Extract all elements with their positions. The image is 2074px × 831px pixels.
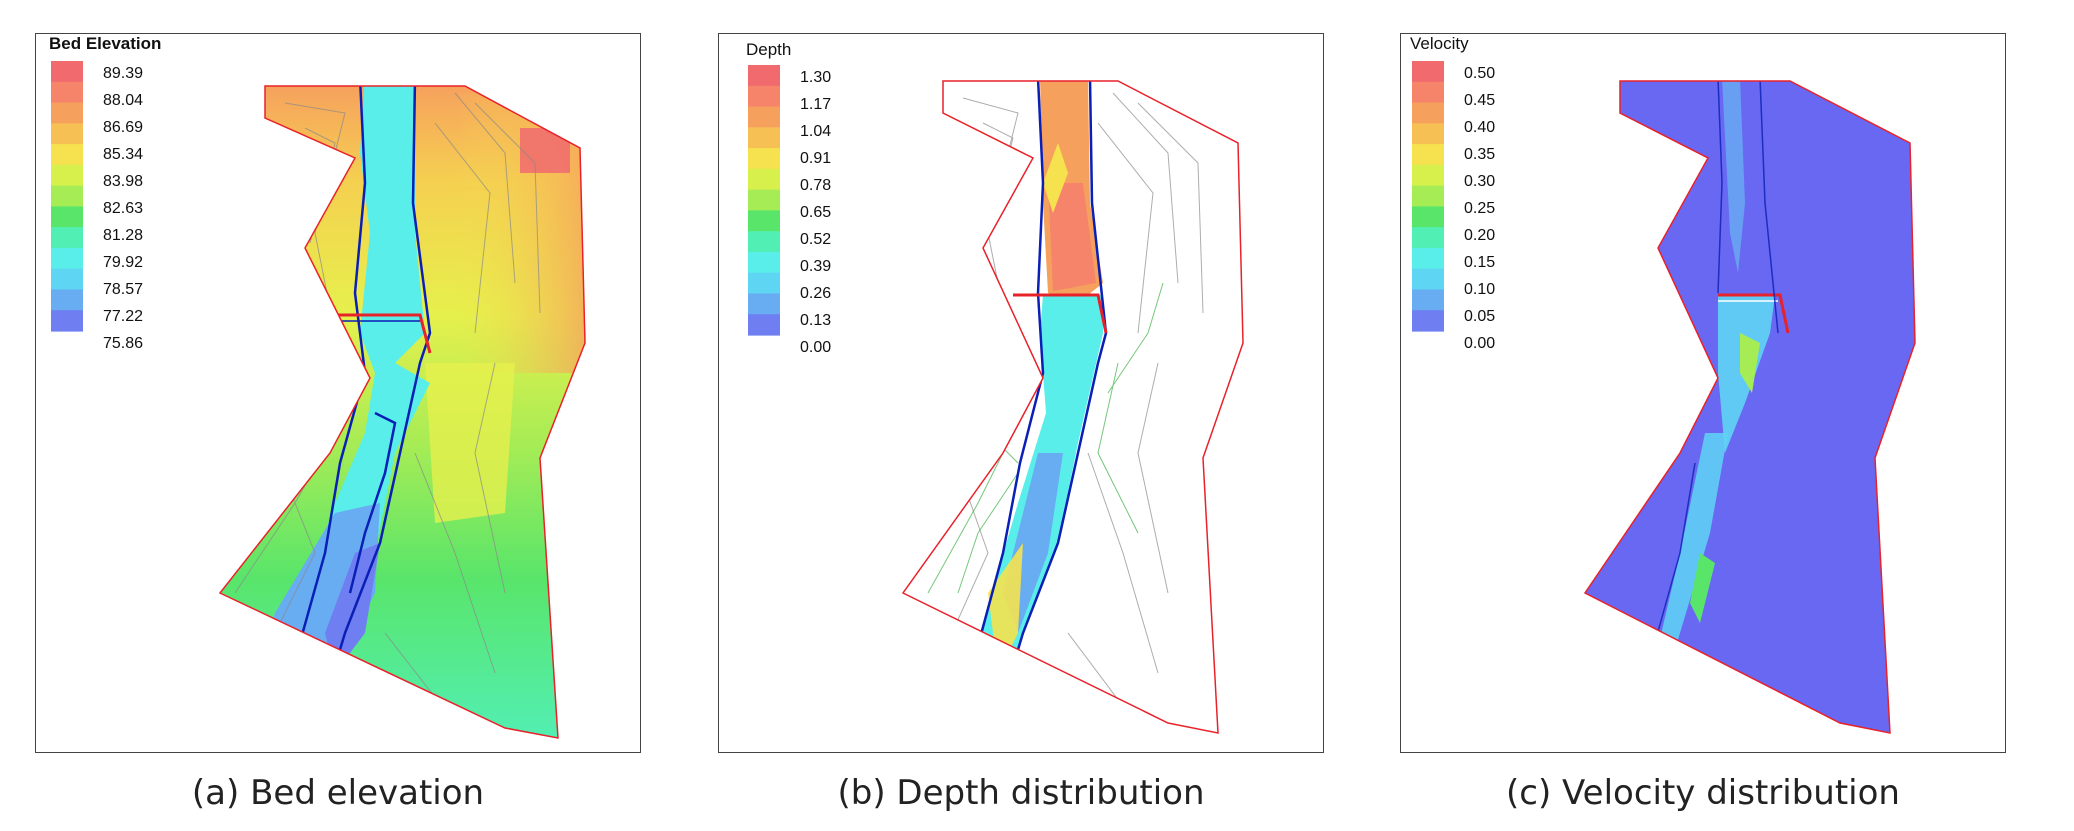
legend-label: 85.34 <box>103 146 143 163</box>
domain-boundary <box>901 80 1244 734</box>
legend-swatch <box>51 102 83 124</box>
legend-swatch <box>748 293 780 315</box>
legend-swatch <box>51 123 83 145</box>
depth-map: Depth 1.30 1.17 1.04 0.91 0.78 0.65 0.52… <box>718 33 1324 753</box>
panel-velocity: Velocity 0.50 0.45 0.40 0.35 0.30 0.25 0… <box>1400 33 2006 753</box>
legend-colorbar <box>1412 61 1444 332</box>
legend-swatch <box>748 65 780 87</box>
legend-swatch <box>748 148 780 170</box>
legend-swatch <box>51 247 83 270</box>
legend-swatch <box>1412 268 1444 291</box>
legend-label: 0.78 <box>800 177 831 194</box>
legend-label: 0.10 <box>1464 281 1495 298</box>
legend-swatch <box>1412 81 1444 104</box>
legend-label: 0.40 <box>1464 119 1495 136</box>
legend-title: Velocity <box>1410 34 1469 53</box>
legend-swatch <box>1412 164 1444 187</box>
legend-label: 0.25 <box>1464 200 1495 217</box>
legend-label: 79.92 <box>103 254 143 271</box>
legend-label: 83.98 <box>103 173 143 190</box>
legend-label: 0.20 <box>1464 227 1495 244</box>
legend-labels: 89.39 88.04 86.69 85.34 83.98 82.63 81.2… <box>103 65 143 352</box>
legend-swatch <box>51 310 83 332</box>
legend-label: 0.00 <box>1464 335 1495 352</box>
legend-swatch <box>51 185 83 207</box>
legend-label: 89.39 <box>103 65 143 82</box>
legend-label: 0.15 <box>1464 254 1495 271</box>
legend-swatch <box>51 164 83 187</box>
legend-label: 0.00 <box>800 339 831 356</box>
bed-elevation-map: Bed Elevation 89.39 88.04 86.69 85.34 83… <box>35 33 641 753</box>
legend-swatch <box>51 61 83 83</box>
legend-label: 0.39 <box>800 258 831 275</box>
legend-label: 77.22 <box>103 308 143 325</box>
legend-labels: 1.30 1.17 1.04 0.91 0.78 0.65 0.52 0.39 … <box>800 69 831 356</box>
legend-label: 0.35 <box>1464 146 1495 163</box>
legend-swatch <box>748 106 780 128</box>
panel-bed-elevation: Bed Elevation 89.39 88.04 86.69 85.34 83… <box>35 33 641 753</box>
legend-swatch <box>1412 61 1444 83</box>
legend: Velocity 0.50 0.45 0.40 0.35 0.30 0.25 0… <box>1410 34 1495 352</box>
legend-swatch <box>1412 102 1444 124</box>
legend-label: 1.04 <box>800 123 831 140</box>
legend-swatch <box>51 268 83 291</box>
caption-c: (c) Velocity distribution <box>1506 773 1900 813</box>
legend-swatch <box>1412 247 1444 270</box>
legend-label: 0.45 <box>1464 92 1495 109</box>
legend-swatch <box>1412 185 1444 207</box>
legend-swatch <box>51 144 83 166</box>
legend-swatch <box>748 189 780 211</box>
legend-label: 0.50 <box>1464 65 1495 82</box>
panel-depth: Depth 1.30 1.17 1.04 0.91 0.78 0.65 0.52… <box>718 33 1324 753</box>
legend-swatch <box>748 210 780 232</box>
legend-swatch <box>748 314 780 336</box>
legend-swatch <box>748 231 780 253</box>
caption-b: (b) Depth distribution <box>837 773 1205 813</box>
legend-swatch <box>1412 144 1444 166</box>
legend: Depth 1.30 1.17 1.04 0.91 0.78 0.65 0.52… <box>746 40 831 356</box>
legend-swatch <box>51 81 83 104</box>
domain-boundary <box>218 85 586 739</box>
legend-label: 0.26 <box>800 285 831 302</box>
caption-a: (a) Bed elevation <box>191 773 485 813</box>
legend-label: 0.52 <box>800 231 831 248</box>
legend-swatch <box>748 168 780 191</box>
legend-colorbar <box>51 61 83 332</box>
legend-colorbar <box>748 65 780 336</box>
legend-swatch <box>1412 289 1444 311</box>
legend: Bed Elevation 89.39 88.04 86.69 85.34 83… <box>49 34 161 352</box>
legend-label: 86.69 <box>103 119 143 136</box>
legend-label: 0.05 <box>1464 308 1495 325</box>
legend-label: 0.91 <box>800 150 831 167</box>
legend-swatch <box>748 272 780 295</box>
legend-label: 75.86 <box>103 335 143 352</box>
legend-swatch <box>748 127 780 149</box>
legend-label: 0.13 <box>800 312 831 329</box>
panel-frame <box>718 33 1324 753</box>
legend-title: Bed Elevation <box>49 34 161 53</box>
domain-boundary <box>1583 80 1916 734</box>
legend-labels: 0.50 0.45 0.40 0.35 0.30 0.25 0.20 0.15 … <box>1464 65 1495 352</box>
legend-swatch <box>1412 206 1444 228</box>
legend-swatch <box>51 206 83 228</box>
legend-swatch <box>748 251 780 274</box>
legend-label: 78.57 <box>103 281 143 298</box>
legend-swatch <box>748 85 780 108</box>
velocity-map: Velocity 0.50 0.45 0.40 0.35 0.30 0.25 0… <box>1400 33 2006 753</box>
legend-label: 1.30 <box>800 69 831 86</box>
legend-label: 81.28 <box>103 227 143 244</box>
legend-label: 1.17 <box>800 96 831 113</box>
legend-swatch <box>51 289 83 311</box>
legend-label: 0.65 <box>800 204 831 221</box>
legend-label: 0.30 <box>1464 173 1495 190</box>
legend-label: 82.63 <box>103 200 143 217</box>
legend-swatch <box>1412 310 1444 332</box>
legend-label: 88.04 <box>103 92 143 109</box>
legend-swatch <box>51 227 83 249</box>
legend-title: Depth <box>746 40 791 59</box>
legend-swatch <box>1412 123 1444 145</box>
legend-swatch <box>1412 227 1444 249</box>
